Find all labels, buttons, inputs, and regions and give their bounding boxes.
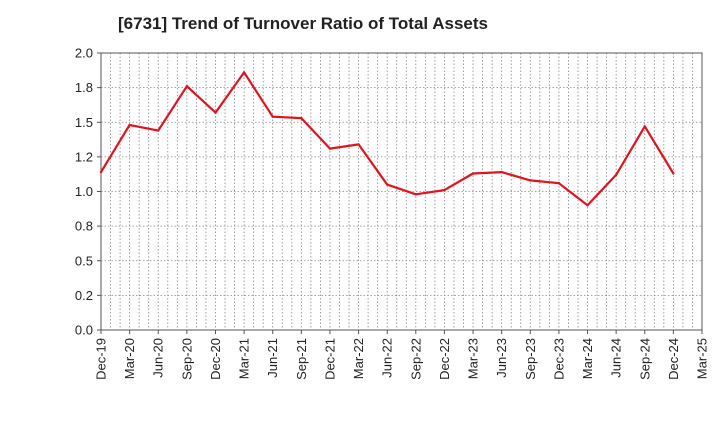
data-point	[300, 116, 303, 120]
y-tick-label: 1.5	[75, 115, 93, 130]
data-point	[557, 181, 561, 185]
y-tick-label: 1.8	[75, 80, 93, 95]
gridlines	[101, 53, 702, 330]
x-tick-label: Dec-22	[437, 338, 452, 380]
x-tick-label: Jun-23	[494, 338, 509, 378]
y-axis: 0.0 0.2 0.5 0.8 1.0 1.2 1.5 1.8 2.0	[75, 46, 101, 338]
data-point	[500, 170, 503, 174]
data-point	[242, 71, 246, 74]
x-tick-label: Mar-23	[466, 338, 481, 379]
data-point	[529, 179, 532, 182]
x-tick-label: Jun-22	[380, 338, 395, 378]
data-point	[271, 115, 274, 118]
data-point	[357, 143, 360, 146]
data-point	[385, 183, 389, 186]
y-tick-label: 0.2	[75, 288, 93, 303]
data-point	[643, 125, 646, 128]
data-point	[328, 147, 332, 150]
x-tick-label: Mar-21	[237, 338, 252, 379]
x-tick-label: Sep-20	[179, 338, 194, 380]
x-tick-label: Sep-22	[408, 338, 423, 380]
x-tick-label: Dec-24	[666, 338, 681, 380]
series-layer	[99, 71, 675, 207]
data-point	[614, 173, 618, 177]
data-point	[672, 172, 675, 175]
data-point	[443, 188, 446, 192]
x-tick-label: Mar-25	[695, 338, 710, 379]
y-tick-label: 0.5	[75, 253, 93, 268]
x-tick-label: Dec-19	[94, 338, 109, 380]
x-axis: Dec-19 Mar-20 Jun-20 Sep-20 Dec-20 Mar-21 Jun-…	[94, 330, 710, 380]
y-tick-label: 1.0	[75, 184, 93, 199]
x-tick-label: Sep-21	[294, 338, 309, 380]
x-tick-label: Dec-23	[551, 338, 566, 380]
y-tick-label: 0.8	[75, 219, 93, 234]
y-tick-label: 0.0	[75, 323, 93, 338]
x-tick-label: Dec-20	[208, 338, 223, 380]
x-tick-label: Sep-23	[523, 338, 538, 380]
x-tick-label: Mar-20	[122, 338, 137, 379]
plot-area-frame	[100, 52, 703, 331]
x-tick-label: Mar-24	[580, 338, 595, 379]
y-tick-label: 2.0	[75, 46, 93, 61]
x-tick-label: Jun-20	[151, 338, 166, 378]
chart-title: [6731] Trend of Turnover Ratio of Total …	[118, 14, 488, 33]
x-tick-label: Jun-24	[609, 338, 624, 378]
x-tick-label: Dec-21	[322, 338, 337, 380]
data-point	[586, 204, 589, 207]
data-point	[471, 172, 475, 175]
data-point	[214, 111, 217, 114]
x-tick-label: Jun-21	[265, 338, 280, 378]
x-tick-label: Mar-22	[351, 338, 366, 379]
data-point	[157, 129, 160, 132]
data-point	[128, 123, 131, 127]
data-point	[414, 193, 418, 196]
data-point	[185, 85, 189, 88]
x-tick-label: Sep-24	[637, 338, 652, 380]
y-tick-label: 1.2	[75, 149, 93, 164]
data-point	[99, 170, 103, 174]
